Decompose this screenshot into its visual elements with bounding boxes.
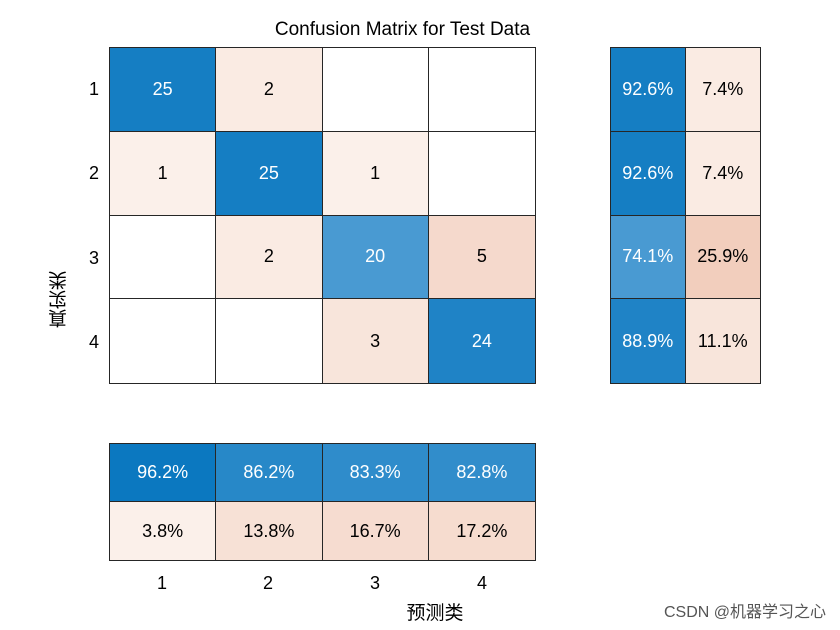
y-tick-2: 2 <box>88 163 99 183</box>
confusion-matrix: 25 2 1 25 1 2 20 5 3 24 <box>109 47 536 384</box>
col-correct-cell: 83.3% <box>322 444 429 502</box>
col-incorrect-cell: 13.8% <box>216 502 323 560</box>
matrix-cell: 1 <box>110 131 217 216</box>
row-incorrect-cell: 7.4% <box>685 131 760 216</box>
matrix-cell: 20 <box>322 215 429 300</box>
matrix-cell: 2 <box>216 215 323 300</box>
matrix-cell: 5 <box>428 215 535 300</box>
y-tick-3: 3 <box>88 248 99 268</box>
row-correct-cell: 92.6% <box>611 131 686 216</box>
col-correct-cell: 86.2% <box>216 444 323 502</box>
y-tick-1: 1 <box>88 79 99 99</box>
matrix-cell: 2 <box>216 48 323 132</box>
col-incorrect-cell: 17.2% <box>428 502 535 560</box>
row-correct-cell: 92.6% <box>611 48 686 132</box>
column-summary: 96.2% 86.2% 83.3% 82.8% 3.8% 13.8% 16.7% 17.2% <box>109 443 536 561</box>
y-axis-label: 真实类 <box>48 271 70 329</box>
x-tick-2: 2 <box>262 573 273 593</box>
x-tick-1: 1 <box>156 573 167 593</box>
matrix-cell <box>428 48 535 132</box>
x-tick-4: 4 <box>476 573 487 593</box>
y-tick-4: 4 <box>88 332 99 352</box>
row-incorrect-cell: 25.9% <box>685 215 760 300</box>
x-axis-label: 预测类 <box>406 602 464 624</box>
watermark: CSDN @机器学习之心 <box>663 604 826 621</box>
matrix-cell <box>110 215 217 300</box>
matrix-cell <box>428 131 535 216</box>
row-incorrect-cell: 11.1% <box>685 299 760 383</box>
matrix-cell: 1 <box>322 131 429 216</box>
matrix-cell: 3 <box>322 299 429 383</box>
col-correct-cell: 82.8% <box>428 444 535 502</box>
chart-title: Confusion Matrix for Test Data <box>274 19 531 40</box>
matrix-cell: 24 <box>428 299 535 383</box>
matrix-cell <box>110 299 217 383</box>
col-incorrect-cell: 3.8% <box>110 502 217 560</box>
matrix-cell: 25 <box>110 48 217 132</box>
col-correct-cell: 96.2% <box>110 444 217 502</box>
row-summary: 92.6% 7.4% 92.6% 7.4% 74.1% 25.9% 88.9% 11.1% <box>610 47 761 384</box>
matrix-cell: 25 <box>216 131 323 216</box>
x-tick-3: 3 <box>369 573 380 593</box>
row-correct-cell: 74.1% <box>611 215 686 300</box>
row-incorrect-cell: 7.4% <box>685 48 760 132</box>
matrix-cell <box>322 48 429 132</box>
col-incorrect-cell: 16.7% <box>322 502 429 560</box>
row-correct-cell: 88.9% <box>611 299 686 383</box>
matrix-cell <box>216 299 323 383</box>
